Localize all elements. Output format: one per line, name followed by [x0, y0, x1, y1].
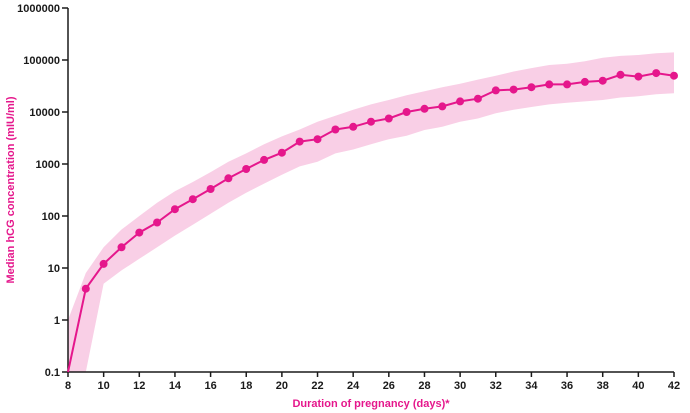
data-point — [545, 80, 554, 89]
x-tick-label: 38 — [597, 380, 609, 392]
x-tick-label: 14 — [169, 380, 182, 392]
data-point — [527, 83, 536, 92]
data-point — [170, 205, 179, 214]
x-tick-label: 34 — [525, 380, 538, 392]
data-point — [206, 185, 215, 193]
data-point — [438, 102, 447, 111]
data-point — [420, 104, 429, 113]
y-tick-label: 100 — [42, 211, 60, 223]
y-tick-label: 10 — [48, 263, 60, 275]
data-point — [652, 69, 661, 78]
x-tick-label: 42 — [668, 380, 680, 392]
data-point — [295, 137, 304, 146]
x-tick-label: 28 — [418, 380, 430, 392]
data-point — [580, 77, 589, 86]
data-point — [224, 174, 233, 183]
y-axis-title: Median hCG concentration (mIU/ml) — [5, 96, 17, 283]
data-point — [367, 117, 375, 126]
x-tick-label: 30 — [454, 380, 466, 392]
data-point — [491, 86, 500, 95]
y-tick-label: 1 — [54, 315, 60, 327]
x-tick-label: 12 — [133, 380, 145, 392]
x-tick-label: 24 — [347, 380, 360, 392]
data-point — [99, 259, 108, 268]
x-tick-label: 32 — [490, 380, 502, 392]
y-tick-label: 100000 — [23, 55, 60, 67]
range-band-layer — [68, 52, 674, 373]
data-point — [670, 71, 678, 80]
tick-labels-layer: 0.1 1 10 100 1000 10000 100000 1000000 8 10 12 14 16… — [17, 3, 680, 392]
data-point — [117, 243, 126, 252]
x-tick-label: 36 — [561, 380, 573, 392]
data-point — [456, 97, 465, 106]
x-tick-label: 16 — [204, 380, 216, 392]
data-point — [277, 148, 286, 157]
x-tick-label: 22 — [311, 380, 323, 392]
data-point — [153, 218, 162, 227]
data-point — [331, 125, 340, 134]
data-point — [563, 80, 572, 89]
axes-layer — [62, 7, 675, 377]
y-tick-label: 10000 — [29, 107, 60, 119]
data-points-layer — [81, 69, 678, 293]
x-tick-label: 20 — [276, 380, 288, 392]
x-tick-label: 40 — [632, 380, 644, 392]
x-tick-label: 18 — [240, 380, 252, 392]
x-tick-label: 26 — [383, 380, 395, 392]
data-point — [135, 228, 144, 237]
data-point — [384, 114, 393, 123]
x-axis-title: Duration of pregnancy (days)* — [292, 398, 450, 410]
data-point — [598, 76, 607, 85]
data-point — [473, 94, 482, 103]
data-point — [242, 165, 251, 173]
data-point — [349, 122, 358, 131]
x-tick-label: 8 — [65, 380, 71, 392]
data-point — [260, 155, 269, 164]
y-tick-label: 1000000 — [17, 3, 60, 15]
data-point — [616, 70, 625, 79]
y-tick-label: 1000 — [36, 159, 60, 171]
data-point — [81, 284, 90, 293]
range-band — [68, 52, 674, 373]
y-tick-label: 0.1 — [45, 367, 60, 379]
data-point — [509, 85, 518, 94]
data-point — [313, 135, 322, 144]
x-tick-label: 10 — [98, 380, 110, 392]
data-point — [402, 108, 411, 116]
data-point — [188, 195, 197, 204]
data-point — [634, 72, 643, 81]
